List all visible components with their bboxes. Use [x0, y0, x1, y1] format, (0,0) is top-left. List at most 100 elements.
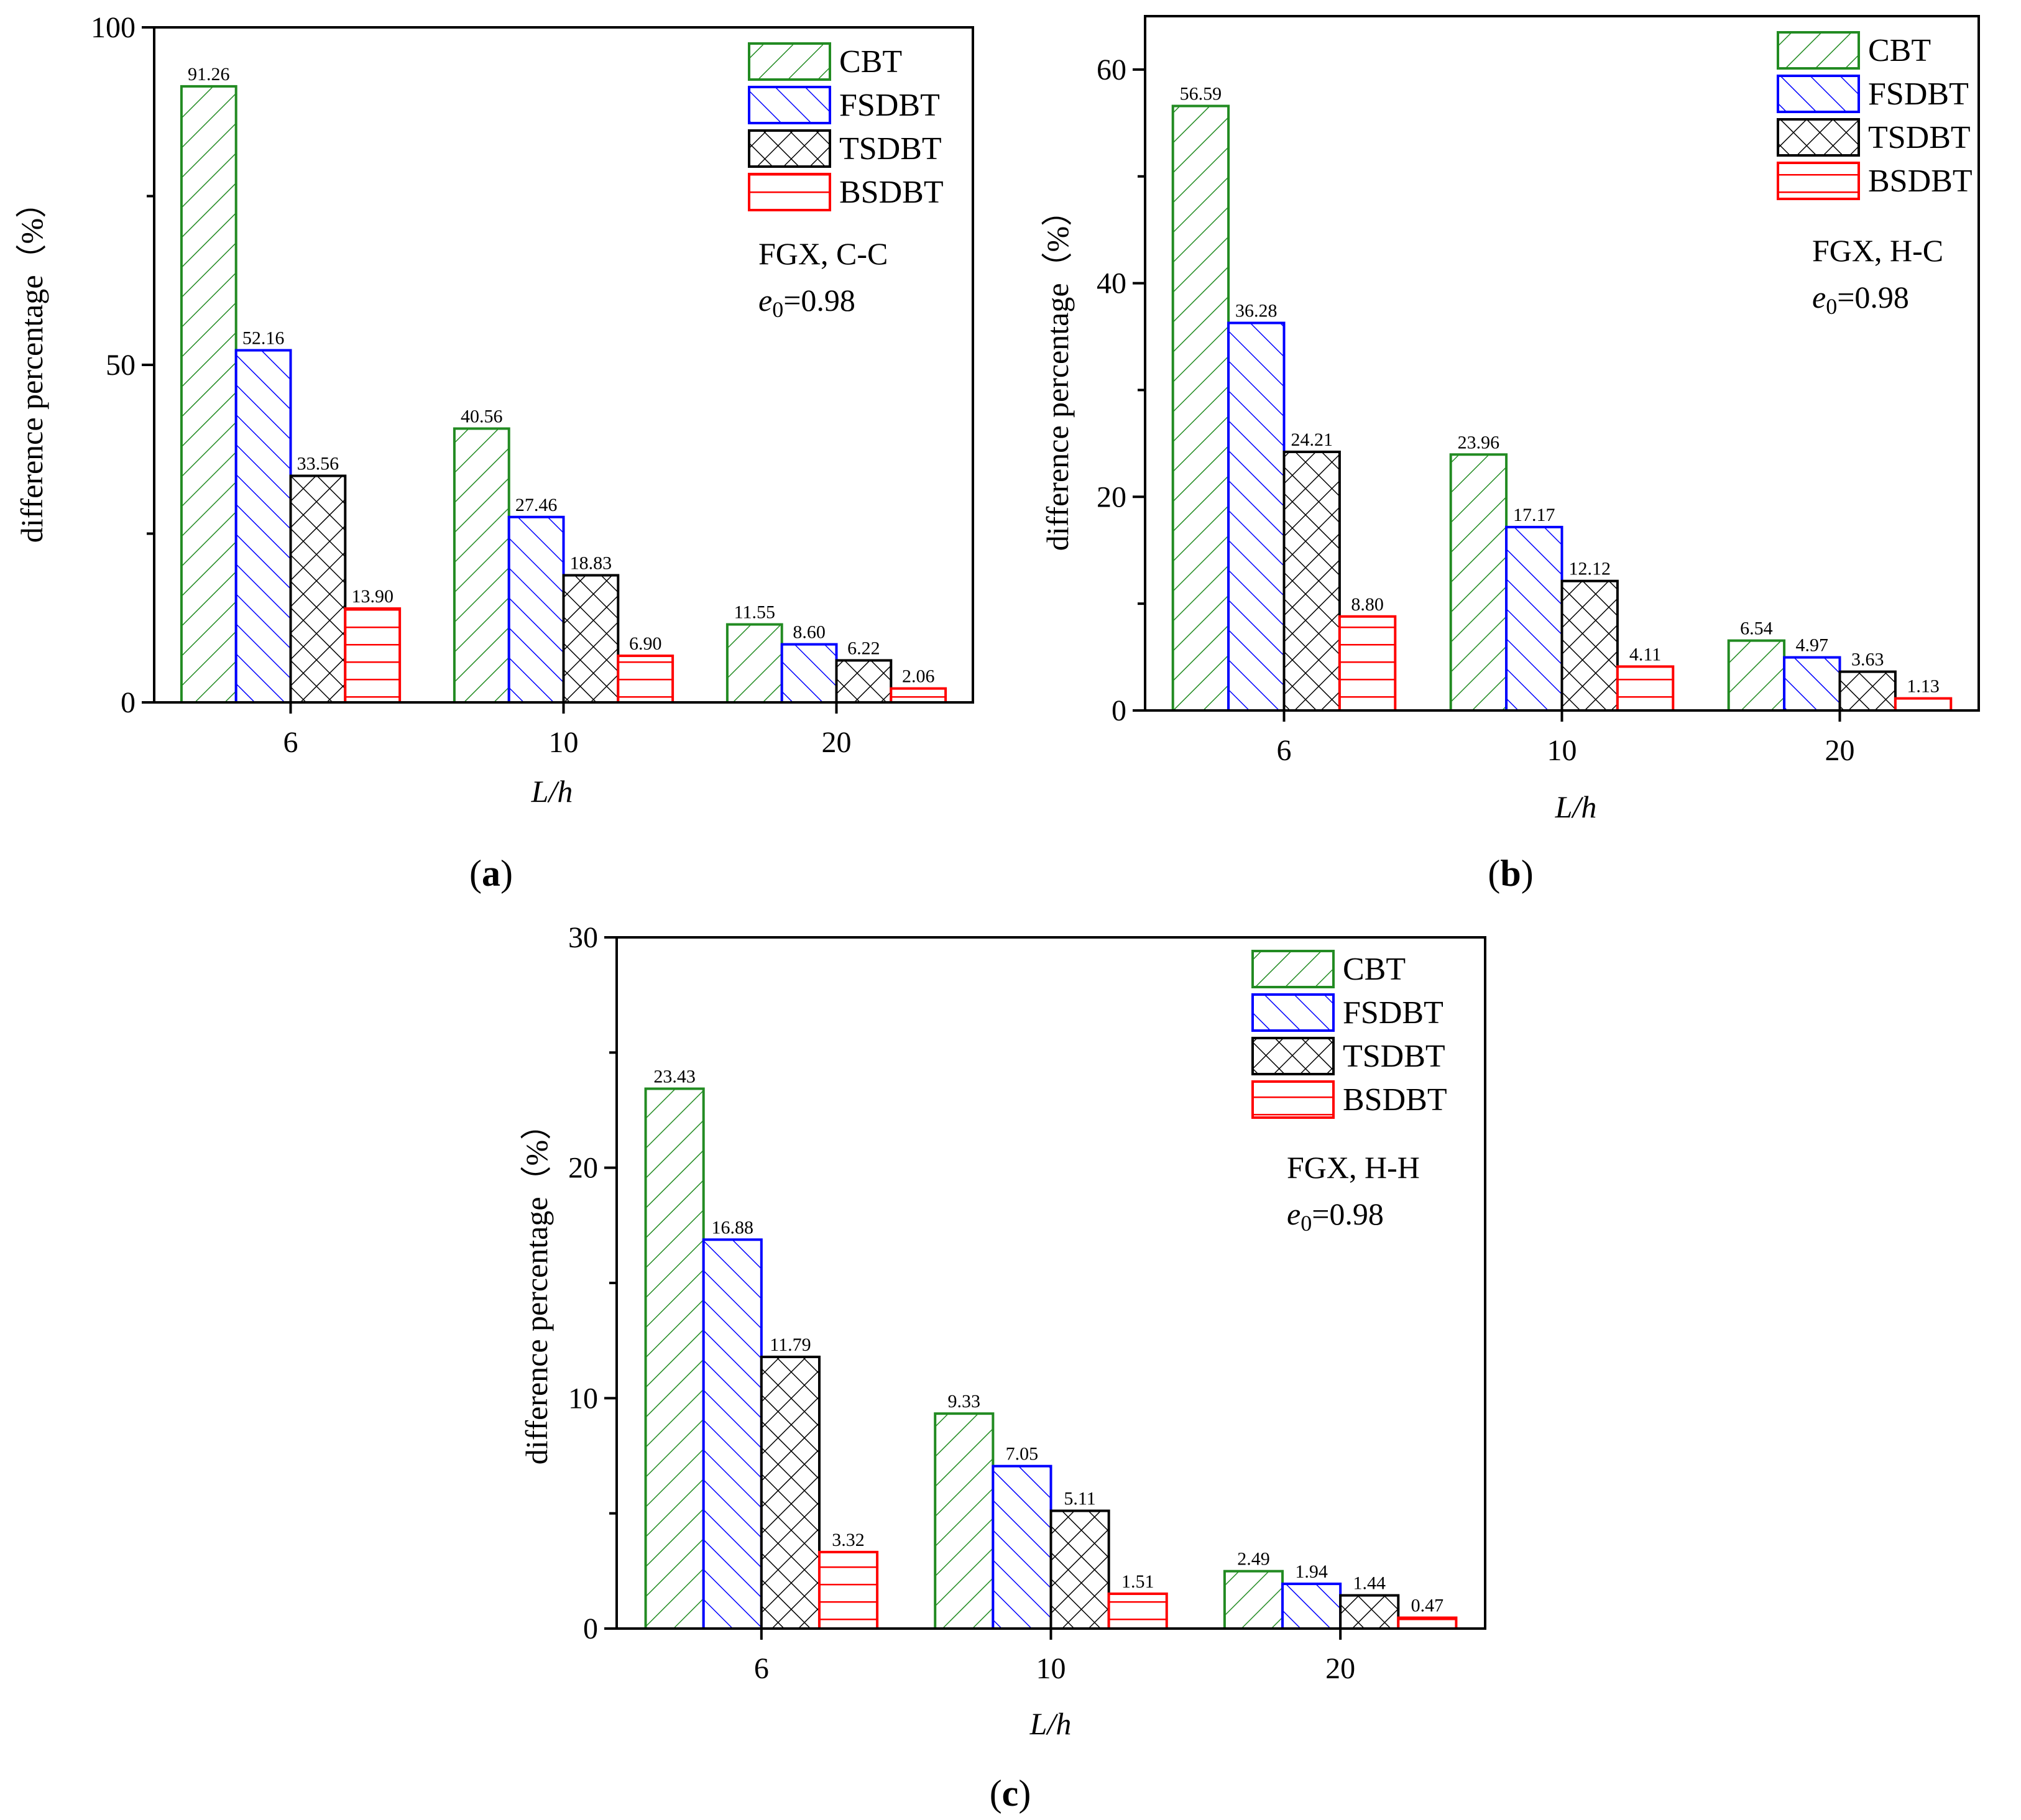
- x-axis-title-c: L/h: [1029, 1706, 1072, 1741]
- value-label-c-fsdbt-10: 7.05: [1006, 1444, 1039, 1464]
- y-tick-label-b-0: 0: [1112, 694, 1126, 727]
- value-label-b-bsdbt-20: 1.13: [1907, 676, 1940, 697]
- annotation-e-b: e: [1812, 280, 1826, 315]
- x-axis-title-a: L/h: [531, 774, 573, 809]
- x-tick-label-c-6: 6: [754, 1652, 769, 1685]
- bar-a-cbt-6: [180, 85, 237, 704]
- annotation-val-c: =0.98: [1312, 1197, 1384, 1231]
- y-ticks-b: 0 20 40 60: [1097, 53, 1145, 727]
- y-tick-label-c-30: 30: [568, 921, 598, 954]
- value-label-a-fsdbt-10: 27.46: [515, 495, 558, 515]
- value-label-a-bsdbt-10: 6.90: [629, 633, 662, 654]
- bar-b-bsdbt-20: [1894, 697, 1953, 712]
- value-label-c-cbt-6: 23.43: [653, 1067, 696, 1087]
- annotation-a: FGX, C-C: [758, 236, 888, 271]
- annotation-e0-c: e0=0.98: [1287, 1197, 1384, 1236]
- bar-b-cbt-6: [1171, 104, 1230, 712]
- value-label-c-cbt-20: 2.49: [1237, 1549, 1270, 1570]
- x-tick-label-b-6: 6: [1277, 734, 1292, 767]
- x-tick-label-b-10: 10: [1547, 734, 1577, 767]
- bar-a-bsdbt-6: [344, 607, 402, 704]
- bar-c-tsdbt-20: [1339, 1594, 1400, 1630]
- value-label-b-tsdbt-6: 24.21: [1291, 430, 1333, 450]
- bar-b-tsdbt-6: [1282, 450, 1341, 712]
- annotation-e-a: e: [758, 283, 772, 318]
- bar-c-cbt-20: [1223, 1570, 1284, 1630]
- bar-c-fsdbt-10: [992, 1464, 1052, 1630]
- x-tick-label-a-6: 6: [283, 726, 298, 759]
- value-label-c-bsdbt-6: 3.32: [832, 1530, 865, 1550]
- value-label-b-cbt-20: 6.54: [1740, 618, 1773, 639]
- x-axis-title-b: L/h: [1555, 789, 1597, 824]
- annotation-c: FGX, H-H: [1287, 1150, 1420, 1185]
- bar-c-cbt-10: [934, 1412, 995, 1630]
- value-labels-a: 91.26 52.16 33.56 13.90 40.56 27.46 18.83 6.90 1…: [188, 64, 934, 687]
- legend-swatch-a-fsdbt: [748, 86, 831, 124]
- y-axis-title-a: difference percentage（%）: [14, 187, 49, 543]
- y-tick-label-c-10: 10: [568, 1382, 598, 1415]
- bars-b: [1171, 104, 1953, 712]
- legend-label-b-bsdbt: BSDBT: [1868, 163, 1973, 199]
- x-ticks-a: 6 10 20: [283, 702, 852, 759]
- value-label-b-bsdbt-10: 4.11: [1629, 644, 1661, 664]
- value-label-a-tsdbt-20: 6.22: [847, 638, 880, 658]
- legend-swatch-c-tsdbt: [1251, 1037, 1335, 1075]
- legend-label-b-fsdbt: FSDBT: [1868, 76, 1969, 112]
- legend-a: CBT FSDBT TSDBT BSDBT: [748, 42, 944, 211]
- bar-b-tsdbt-20: [1838, 670, 1897, 712]
- bar-c-fsdbt-6: [702, 1238, 763, 1630]
- legend-swatch-c-bsdbt: [1251, 1080, 1335, 1119]
- bar-a-fsdbt-6: [234, 349, 292, 704]
- y-axis-title-b: difference percentage（%）: [1040, 195, 1075, 551]
- bars-c: [644, 1087, 1458, 1630]
- legend-label-b-tsdbt: TSDBT: [1868, 120, 1971, 155]
- x-ticks-c: 6 10 20: [754, 1629, 1355, 1685]
- legend-label-c-fsdbt: FSDBT: [1343, 995, 1443, 1031]
- annotation-b: FGX, H-C: [1812, 233, 1943, 268]
- legend-swatch-a-bsdbt: [748, 173, 831, 211]
- legend-swatch-c-cbt: [1251, 950, 1335, 988]
- bar-b-cbt-10: [1449, 453, 1508, 712]
- bar-b-fsdbt-6: [1227, 321, 1286, 712]
- y-tick-label-c-0: 0: [583, 1612, 598, 1645]
- value-label-c-tsdbt-20: 1.44: [1353, 1573, 1386, 1594]
- legend-swatch-a-tsdbt: [748, 129, 831, 168]
- value-label-a-cbt-10: 40.56: [461, 407, 503, 427]
- bar-b-fsdbt-20: [1783, 656, 1841, 712]
- value-label-a-cbt-20: 11.55: [734, 602, 775, 623]
- value-label-c-cbt-10: 9.33: [948, 1391, 981, 1412]
- value-label-c-tsdbt-6: 11.79: [770, 1335, 811, 1355]
- chart-c: 23.43 16.88 11.79 3.32 9.33 7.05 5.11 1.51 2.49 1…: [519, 921, 1486, 1814]
- y-tick-label-c-20: 20: [568, 1152, 598, 1185]
- value-label-b-bsdbt-6: 8.80: [1351, 594, 1384, 615]
- bar-c-bsdbt-20: [1397, 1616, 1458, 1630]
- legend-label-c-cbt: CBT: [1343, 952, 1406, 987]
- x-ticks-b: 6 10 20: [1277, 710, 1855, 767]
- panel-letter-a: a: [482, 853, 500, 894]
- y-ticks-c: 0 10 20 30: [568, 921, 617, 1645]
- y-tick-label-a-100: 100: [91, 11, 136, 44]
- x-tick-label-c-20: 20: [1325, 1652, 1355, 1685]
- value-label-a-fsdbt-6: 52.16: [242, 328, 285, 349]
- panel-letter-c: c: [1002, 1773, 1019, 1814]
- value-labels-b: 56.59 36.28 24.21 8.80 23.96 17.17 12.12 4.11 6.…: [1180, 84, 1940, 697]
- x-tick-label-a-20: 20: [822, 726, 852, 759]
- legend-label-a-tsdbt: TSDBT: [839, 131, 942, 167]
- annotation-e0-a: e0=0.98: [758, 283, 855, 322]
- legend-swatch-a-cbt: [748, 42, 831, 81]
- value-label-c-bsdbt-20: 0.47: [1411, 1596, 1444, 1616]
- y-ticks-a: 0 50 100: [91, 11, 154, 719]
- legend-swatch-c-fsdbt: [1251, 993, 1335, 1032]
- panel-label-c: (c): [990, 1773, 1031, 1814]
- bar-a-tsdbt-20: [835, 659, 893, 704]
- bar-c-bsdbt-6: [817, 1550, 879, 1630]
- value-label-b-fsdbt-6: 36.28: [1235, 301, 1278, 321]
- y-tick-label-b-60: 60: [1097, 53, 1126, 86]
- bar-b-fsdbt-10: [1505, 525, 1563, 712]
- value-label-a-bsdbt-20: 2.06: [902, 666, 935, 687]
- annotation-val-b: =0.98: [1837, 280, 1909, 315]
- chart-b: 56.59 36.28 24.21 8.80 23.96 17.17 12.12 4.11 6.…: [1040, 15, 1980, 894]
- annotation-sub-a: 0: [772, 297, 783, 322]
- bar-c-cbt-6: [644, 1087, 705, 1630]
- bar-a-bsdbt-10: [617, 655, 674, 704]
